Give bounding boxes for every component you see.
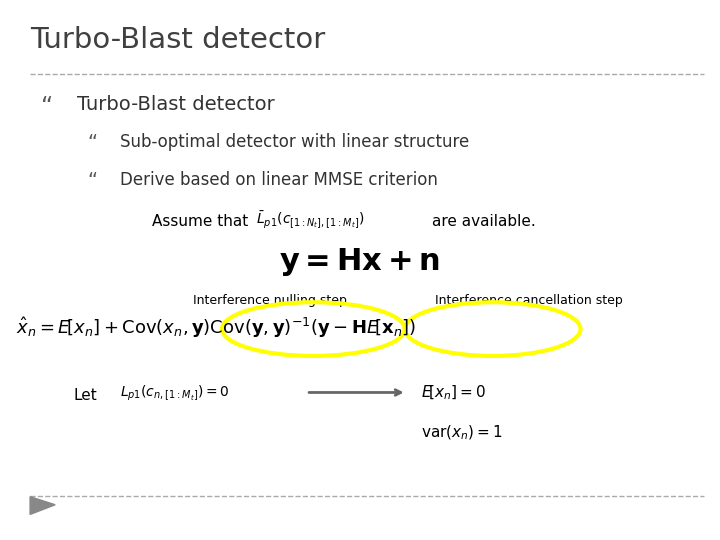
Text: “: “ <box>87 171 97 190</box>
Text: Interference cancellation step: Interference cancellation step <box>435 294 622 307</box>
Text: “: “ <box>41 96 53 119</box>
Text: $E\!\left[x_n\right] = 0$: $E\!\left[x_n\right] = 0$ <box>421 384 485 402</box>
Text: Derive based on linear MMSE criterion: Derive based on linear MMSE criterion <box>120 171 438 188</box>
Text: Let: Let <box>73 388 97 403</box>
Text: Interference nulling step: Interference nulling step <box>194 294 347 307</box>
Text: $\bar{L}_{p1}(c_{[1:N_t],[1:M_t]})$: $\bar{L}_{p1}(c_{[1:N_t],[1:M_t]})$ <box>256 210 364 231</box>
Text: “: “ <box>87 133 97 152</box>
Text: $\mathrm{var}(x_n) = 1$: $\mathrm{var}(x_n) = 1$ <box>421 423 503 442</box>
Text: Assume that: Assume that <box>152 214 248 228</box>
Text: $\hat{x}_n = E\!\left[x_n\right] + \mathrm{Cov}(x_n,\mathbf{y})\mathrm{Cov}(\mat: $\hat{x}_n = E\!\left[x_n\right] + \math… <box>16 316 416 340</box>
Text: are available.: are available. <box>432 214 536 228</box>
Text: Sub-optimal detector with linear structure: Sub-optimal detector with linear structu… <box>120 133 469 151</box>
Text: Turbo-Blast detector: Turbo-Blast detector <box>77 96 274 114</box>
Text: Turbo-Blast detector: Turbo-Blast detector <box>30 25 325 53</box>
Text: $\mathbf{y = Hx + n}$: $\mathbf{y = Hx + n}$ <box>279 246 441 278</box>
Polygon shape <box>30 497 55 515</box>
Text: $L_{p1}(c_{n,[1:M_t]}) = 0$: $L_{p1}(c_{n,[1:M_t]}) = 0$ <box>120 384 229 403</box>
